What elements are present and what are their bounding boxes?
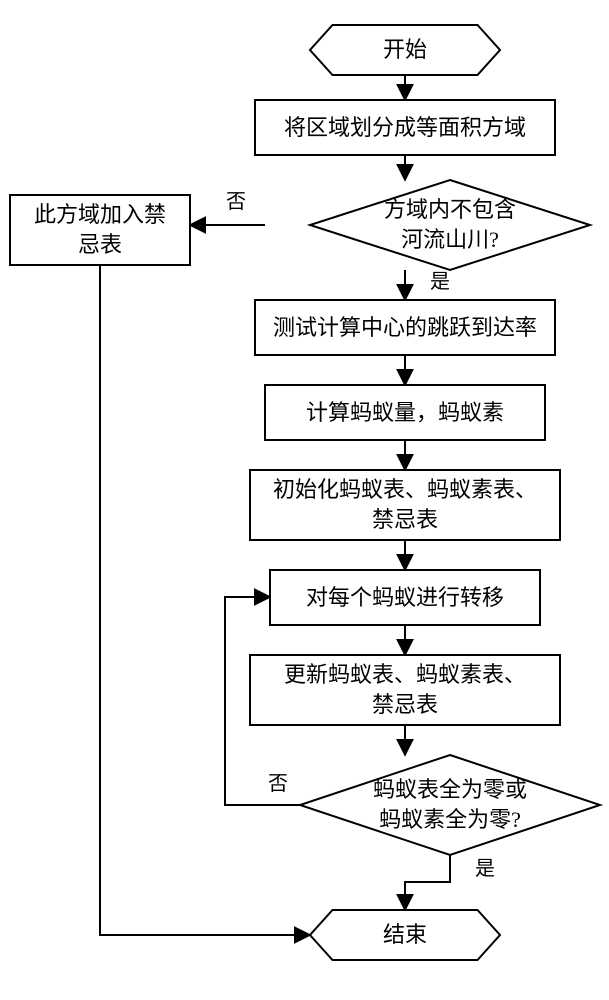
node-n4 <box>250 470 560 540</box>
node-n2 <box>255 300 555 355</box>
node-start <box>310 25 500 75</box>
node-end <box>310 910 500 960</box>
node-n1 <box>255 100 555 155</box>
edge-label: 是 <box>475 858 495 880</box>
node-d1 <box>310 180 590 270</box>
edge-label: 否 <box>226 191 246 213</box>
node-tabu <box>10 195 190 265</box>
node-n3 <box>265 385 545 440</box>
node-n5 <box>270 570 540 625</box>
node-d2 <box>300 755 600 855</box>
edge-label: 是 <box>430 271 450 293</box>
edge-label: 否 <box>268 773 288 795</box>
node-n6 <box>250 655 560 725</box>
edge <box>405 855 450 910</box>
